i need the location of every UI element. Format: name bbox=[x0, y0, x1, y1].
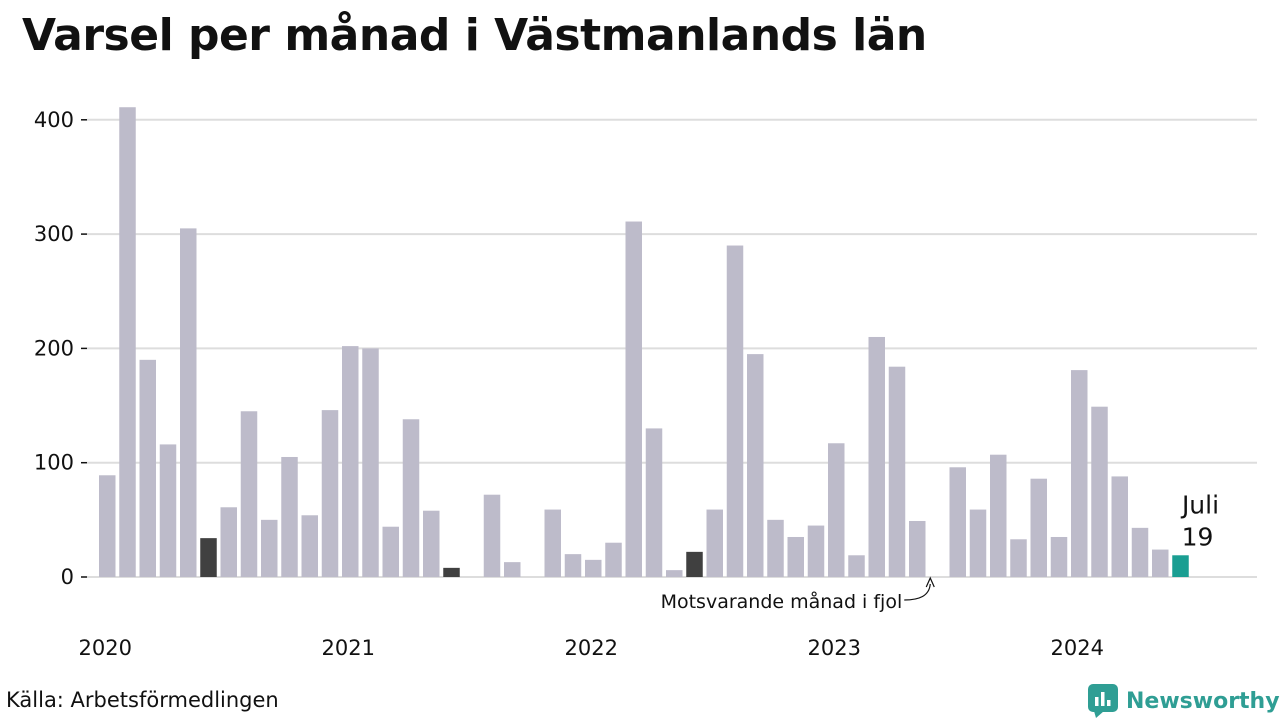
bar bbox=[605, 542, 622, 577]
bar bbox=[990, 454, 1007, 577]
bar bbox=[1131, 527, 1149, 577]
bar bbox=[585, 559, 602, 577]
bar-same-month-previous-year bbox=[200, 538, 217, 577]
bar bbox=[544, 509, 561, 577]
annotation-arrowhead bbox=[925, 576, 935, 588]
bars bbox=[99, 107, 1189, 578]
y-tick-label: 0 bbox=[61, 565, 74, 589]
bar bbox=[706, 509, 723, 577]
bar bbox=[119, 107, 136, 578]
y-tick-label: 200 bbox=[34, 336, 74, 360]
bar bbox=[159, 444, 177, 577]
source-note: Källa: Arbetsförmedlingen bbox=[6, 688, 279, 712]
bar bbox=[139, 359, 156, 577]
bar-same-month-previous-year bbox=[443, 567, 460, 577]
annotation-text: Motsvarande månad i fjol bbox=[661, 590, 903, 613]
bar bbox=[726, 245, 744, 577]
bar bbox=[868, 336, 885, 577]
bar bbox=[1030, 478, 1047, 577]
bar bbox=[666, 570, 683, 577]
annotations: Juli 19 Motsvarande månad i fjol bbox=[661, 490, 1219, 613]
bar bbox=[969, 509, 987, 577]
bar bbox=[423, 510, 440, 577]
bar bbox=[220, 507, 237, 577]
bar bbox=[342, 346, 359, 577]
bar bbox=[301, 515, 318, 577]
brand-name: Newsworthy bbox=[1126, 688, 1280, 714]
annotation-arrow bbox=[904, 583, 931, 601]
bar bbox=[1071, 370, 1088, 577]
y-tick-label: 100 bbox=[34, 451, 74, 475]
bar bbox=[564, 554, 582, 577]
bar bbox=[261, 519, 278, 577]
x-axis-ticks: 2020 2021 2022 2023 2024 bbox=[79, 636, 1104, 660]
bar bbox=[1152, 549, 1169, 577]
bar bbox=[1111, 476, 1128, 577]
x-tick-label: 2023 bbox=[808, 636, 861, 660]
bar bbox=[99, 475, 116, 577]
bar bbox=[747, 354, 764, 577]
bar bbox=[240, 411, 258, 577]
newsworthy-logo-icon bbox=[1088, 684, 1118, 718]
y-tick-label: 300 bbox=[34, 222, 74, 246]
y-tick-label: 400 bbox=[34, 108, 74, 132]
bar bbox=[625, 221, 642, 578]
bar bbox=[828, 443, 845, 577]
x-tick-label: 2020 bbox=[79, 636, 132, 660]
x-tick-label: 2024 bbox=[1051, 636, 1104, 660]
bar bbox=[321, 410, 339, 577]
bar-current-month bbox=[1172, 555, 1189, 577]
bar-same-month-previous-year bbox=[686, 551, 703, 577]
bar bbox=[1091, 406, 1108, 577]
bar bbox=[807, 525, 825, 577]
bar bbox=[848, 555, 865, 577]
bar bbox=[180, 228, 197, 577]
bar bbox=[1010, 539, 1027, 577]
bar bbox=[402, 419, 420, 577]
bar bbox=[382, 526, 399, 577]
bar bbox=[645, 428, 663, 577]
bar bbox=[909, 520, 926, 577]
current-value-label: 19 bbox=[1182, 522, 1214, 551]
bar bbox=[281, 456, 298, 577]
bar bbox=[1050, 536, 1068, 577]
current-month-label: Juli bbox=[1180, 490, 1219, 519]
bar bbox=[767, 519, 784, 577]
bar bbox=[483, 494, 501, 577]
x-tick-label: 2021 bbox=[322, 636, 375, 660]
bar bbox=[888, 366, 906, 577]
bar bbox=[787, 536, 804, 577]
page-title: Varsel per månad i Västmanlands län bbox=[22, 10, 927, 61]
bar bbox=[949, 467, 966, 577]
y-axis-ticks: 0 100 200 300 400 bbox=[34, 108, 87, 589]
bar bbox=[362, 348, 379, 577]
bar bbox=[504, 562, 521, 577]
x-tick-label: 2022 bbox=[565, 636, 618, 660]
brand[interactable]: Newsworthy bbox=[1088, 684, 1280, 718]
